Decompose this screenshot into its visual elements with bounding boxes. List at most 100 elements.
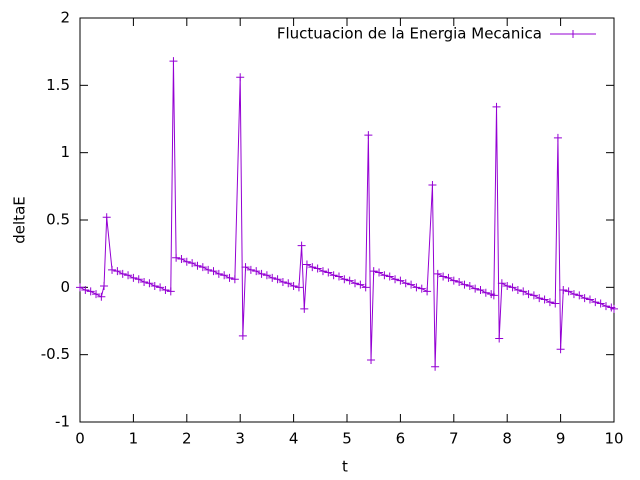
- data-point: [150, 281, 159, 290]
- data-point: [166, 287, 175, 296]
- data-point: [585, 295, 594, 304]
- data-point: [140, 277, 149, 286]
- x-tick-label: 8: [502, 430, 512, 448]
- data-point: [497, 279, 506, 288]
- data-point: [324, 268, 333, 277]
- data-point: [367, 356, 376, 365]
- data-point: [412, 283, 421, 292]
- data-point: [391, 275, 400, 284]
- data-point: [556, 345, 565, 354]
- data-point: [503, 281, 512, 290]
- data-point: [161, 286, 170, 295]
- data-point: [369, 267, 378, 276]
- data-point: [591, 298, 600, 307]
- y-tick-label: 0: [60, 278, 70, 296]
- plot-frame: [79, 17, 615, 423]
- data-point: [492, 102, 501, 111]
- data-point: [535, 294, 544, 303]
- y-tick-label: 1.5: [46, 76, 70, 94]
- data-point: [129, 273, 138, 282]
- data-point: [118, 269, 127, 278]
- data-point: [385, 272, 394, 281]
- data-point: [431, 362, 440, 371]
- data-point: [225, 273, 234, 282]
- data-point: [460, 280, 469, 289]
- data-point: [100, 281, 109, 290]
- data-point: [407, 280, 416, 289]
- data-point: [241, 263, 250, 272]
- data-point: [396, 276, 405, 285]
- data-point: [92, 290, 101, 299]
- data-point: [182, 257, 191, 266]
- legend-marker: [569, 30, 577, 38]
- data-point: [214, 269, 223, 278]
- data-point: [188, 259, 197, 268]
- data-point: [529, 291, 538, 300]
- y-tick-label: 1: [60, 143, 70, 161]
- x-tick-label: 0: [75, 430, 85, 448]
- data-point: [294, 283, 303, 292]
- data-point: [124, 271, 133, 280]
- y-axis-label: deltaE: [11, 196, 29, 243]
- data-point: [257, 269, 266, 278]
- data-point: [108, 265, 117, 274]
- x-tick-label: 4: [289, 430, 299, 448]
- data-point: [193, 261, 202, 270]
- data-point: [134, 275, 143, 284]
- x-tick-label: 1: [129, 430, 139, 448]
- x-tick-label: 6: [396, 430, 406, 448]
- data-point: [476, 286, 485, 295]
- data-point: [375, 268, 384, 277]
- data-point: [302, 260, 311, 269]
- data-point: [356, 280, 365, 289]
- data-point: [209, 267, 218, 276]
- data-point: [596, 299, 605, 308]
- data-point: [401, 279, 410, 288]
- data-point: [513, 286, 522, 295]
- data-point: [481, 288, 490, 297]
- data-point: [86, 287, 95, 296]
- data-point: [465, 281, 474, 290]
- data-point: [564, 287, 573, 296]
- data-point: [113, 267, 122, 276]
- data-point: [313, 264, 322, 273]
- data-point: [284, 279, 293, 288]
- data-point: [545, 298, 554, 307]
- data-point: [262, 271, 271, 280]
- data-point: [364, 131, 373, 140]
- data-point: [428, 180, 437, 189]
- x-tick-label: 7: [449, 430, 459, 448]
- x-tick-label: 3: [235, 430, 245, 448]
- data-point: [601, 302, 610, 311]
- data-point: [278, 277, 287, 286]
- data-point: [553, 133, 562, 142]
- data-point: [268, 273, 277, 282]
- data-point: [334, 272, 343, 281]
- data-point: [300, 304, 309, 313]
- data-point: [145, 279, 154, 288]
- x-tick-label: 9: [556, 430, 566, 448]
- y-tick-label: 0.5: [46, 211, 70, 229]
- data-point: [417, 284, 426, 293]
- data-point: [540, 295, 549, 304]
- x-tick-label: 2: [182, 430, 192, 448]
- data-point: [297, 241, 306, 250]
- data-point: [81, 286, 90, 295]
- data-point: [246, 265, 255, 274]
- y-tick-label: 2: [60, 9, 70, 27]
- x-tick-label: 5: [342, 430, 352, 448]
- data-point: [204, 265, 213, 274]
- data-point: [220, 271, 229, 280]
- data-point: [439, 272, 448, 281]
- data-point: [252, 267, 261, 276]
- data-point: [318, 267, 327, 276]
- data-point: [172, 253, 181, 262]
- y-tick-label: -1: [55, 413, 70, 431]
- data-point: [444, 273, 453, 282]
- data-point: [551, 299, 560, 308]
- data-point: [471, 284, 480, 293]
- data-point: [569, 290, 578, 299]
- data-point: [519, 287, 528, 296]
